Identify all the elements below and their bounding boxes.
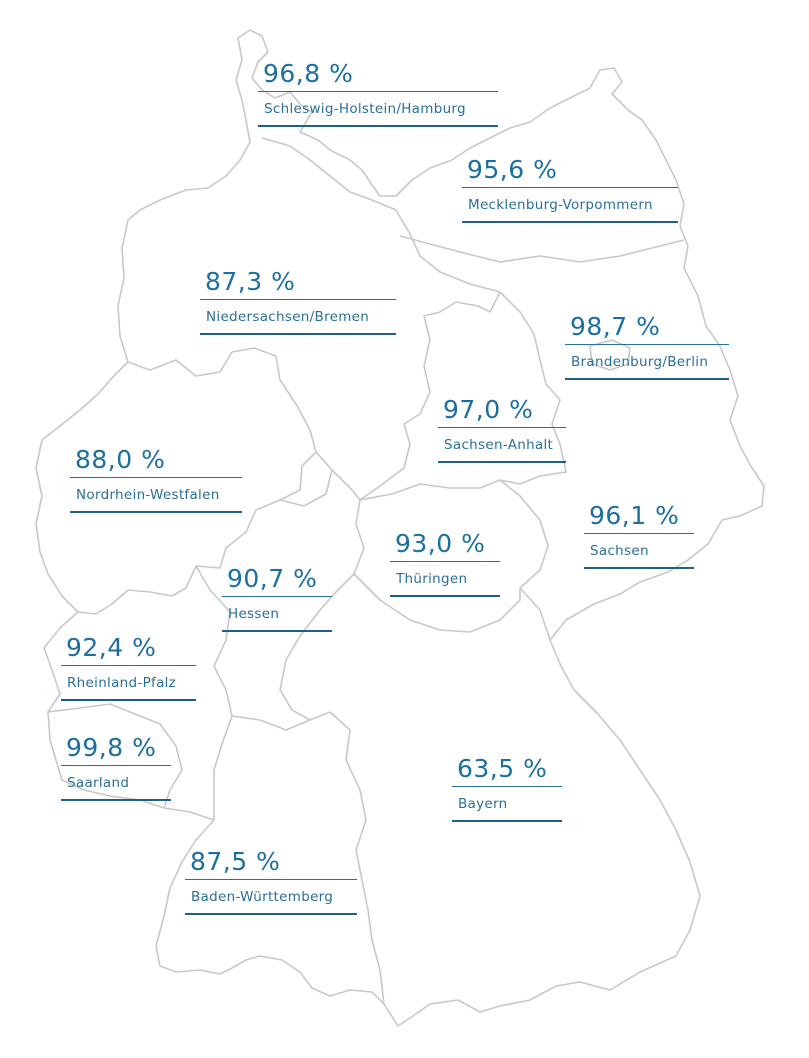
divider [452,786,562,787]
region-label-sachsen-anhalt: 97,0 % Sachsen-Anhalt [438,396,566,463]
region-name: Nordrhein-Westfalen [76,487,220,503]
border-rp-he [195,565,233,820]
region-value: 92,4 % [66,633,157,662]
region-label-thueringen: 93,0 % Thüringen [390,530,500,597]
region-label-mecklenburg-vorpommern: 95,6 % Mecklenburg-Vorpommern [462,156,678,223]
region-name: Baden-Württemberg [191,889,334,905]
divider [200,333,396,335]
border-sh-ni [261,137,501,293]
region-value: 63,5 % [457,754,548,783]
region-name: Thüringen [396,571,468,587]
region-name: Mecklenburg-Vorpommern [468,197,653,213]
divider [200,299,396,300]
region-value: 98,7 % [570,312,661,341]
region-value: 99,8 % [66,733,157,762]
region-value: 88,0 % [75,445,166,474]
border-st-th [359,479,549,589]
border-he-th [279,469,365,721]
region-name: Bayern [458,796,508,812]
region-name: Sachsen-Anhalt [444,437,554,453]
divider [438,427,566,428]
border-sn-by [519,587,551,641]
divider [258,91,498,92]
region-label-rheinland-pfalz: 92,4 % Rheinland-Pfalz [61,634,196,701]
border-nw-he [171,451,333,597]
germany-border [35,29,765,1027]
region-value: 96,8 % [263,59,354,88]
region-name: Sachsen [590,543,649,559]
region-name: Niedersachsen/Bremen [206,309,370,325]
border-mv-bb [399,235,685,263]
divider [565,378,729,380]
divider [222,630,332,632]
region-label-baden-wuerttemberg: 87,5 % Baden-Württemberg [185,848,357,915]
border-bw-he [231,715,311,731]
divider [390,561,500,562]
divider [584,567,694,569]
border-berlin [589,339,631,371]
divider [584,533,694,534]
region-value: 97,0 % [443,395,534,424]
divider [452,820,562,822]
region-name: Schleswig-Holstein/Hamburg [264,101,466,117]
divider [61,665,196,666]
border-ni-nw [127,347,317,501]
divider [70,511,242,513]
region-name: Brandenburg/Berlin [571,354,709,370]
region-value: 95,6 % [467,155,558,184]
region-label-brandenburg-berlin: 98,7 % Brandenburg/Berlin [565,313,729,380]
divider [390,595,500,597]
border-rp [77,589,173,615]
border-th-by [353,573,521,633]
region-name: Rheinland-Pfalz [67,675,177,691]
divider [565,344,729,345]
divider [438,461,566,463]
divider [462,221,678,223]
border-st-bb [499,291,567,485]
divider [61,799,171,801]
divider [185,879,357,880]
region-label-niedersachsen-bremen: 87,3 % Niedersachsen/Bremen [200,268,396,335]
region-label-nordrhein-westfalen: 88,0 % Nordrhein-Westfalen [70,446,242,513]
region-label-sachsen: 96,1 % Sachsen [584,502,694,569]
region-value: 87,5 % [190,847,281,876]
divider [61,765,171,766]
region-value: 90,7 % [227,564,318,593]
region-name: Hessen [228,606,280,622]
border-bw-by [309,711,385,1005]
region-name: Saarland [67,775,130,791]
region-value: 87,3 % [205,267,296,296]
region-label-hessen: 90,7 % Hessen [222,565,332,632]
region-label-schleswig-holstein-hamburg: 96,8 % Schleswig-Holstein/Hamburg [258,60,498,127]
region-label-saarland: 99,8 % Saarland [61,734,171,801]
divider [222,596,332,597]
divider [462,187,678,188]
border-ni-st [359,291,501,501]
divider [185,913,357,915]
border-sl-rp [47,703,183,809]
region-label-bayern: 63,5 % Bayern [452,755,562,822]
divider [258,125,498,127]
divider [70,477,242,478]
region-value: 93,0 % [395,529,486,558]
divider [61,699,196,701]
region-value: 96,1 % [589,501,680,530]
